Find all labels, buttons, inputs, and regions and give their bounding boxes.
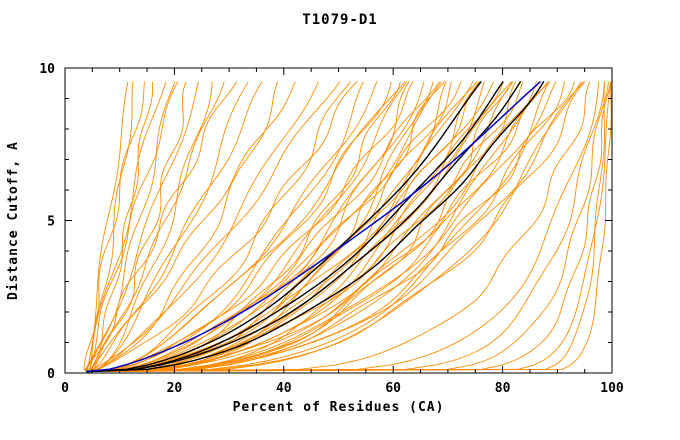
x-tick-label: 80 <box>495 381 511 396</box>
curve <box>86 81 557 372</box>
curve <box>86 81 600 372</box>
curve <box>86 81 442 372</box>
curve <box>86 81 551 372</box>
curve <box>86 81 612 372</box>
y-axis-ticks <box>65 67 612 374</box>
curve <box>86 81 474 372</box>
curve <box>86 81 537 372</box>
curve <box>86 81 524 372</box>
curve <box>86 81 586 372</box>
curve <box>86 81 550 372</box>
curve <box>86 81 565 372</box>
curve <box>86 81 378 372</box>
x-tick-label: 60 <box>385 381 401 396</box>
curve <box>86 81 504 372</box>
curve <box>86 81 425 372</box>
y-tick-labels: 0 5 10 <box>39 62 55 382</box>
highlight-curve-blue <box>86 81 541 373</box>
y-tick-label: 10 <box>39 62 55 77</box>
model-curves-orange <box>83 81 612 372</box>
y-axis-label: Distance Cutoff, A <box>6 141 21 300</box>
x-tick-labels: 0 20 40 60 80 100 <box>61 381 624 396</box>
curve <box>86 81 358 372</box>
curve <box>86 81 406 372</box>
curve <box>86 81 187 372</box>
curve <box>86 81 521 373</box>
curve <box>86 81 612 372</box>
curve <box>86 81 612 372</box>
x-tick-label: 20 <box>167 381 183 396</box>
curve <box>86 81 606 372</box>
curve <box>84 81 237 372</box>
y-tick-label: 5 <box>47 215 55 230</box>
curve <box>86 81 351 372</box>
curve <box>86 81 154 372</box>
x-axis-ticks <box>64 68 613 373</box>
curve <box>86 81 445 372</box>
x-tick-label: 40 <box>276 381 292 396</box>
curve <box>86 81 225 372</box>
curve <box>86 81 584 372</box>
curve <box>86 81 319 372</box>
curve <box>86 81 440 372</box>
curve <box>86 81 504 373</box>
curve <box>86 81 512 372</box>
x-tick-label: 0 <box>61 381 69 396</box>
y-tick-label: 0 <box>47 367 55 382</box>
curve <box>86 81 609 372</box>
curve <box>86 81 447 372</box>
curve <box>86 81 545 373</box>
x-axis-label: Percent of Residues (CA) <box>232 400 445 415</box>
curve <box>86 81 401 372</box>
x-tick-label: 100 <box>600 381 624 396</box>
curve <box>86 81 341 372</box>
curve <box>86 81 414 372</box>
curve <box>85 81 199 372</box>
curve <box>86 81 213 372</box>
curve <box>86 81 482 373</box>
curve <box>86 81 541 373</box>
curve <box>86 81 494 372</box>
curve <box>86 81 249 372</box>
curve <box>86 81 605 372</box>
curve <box>86 81 549 372</box>
curve <box>86 81 513 372</box>
reference-curves-black <box>86 81 545 373</box>
curve <box>86 81 545 372</box>
chart-title: T1079-D1 <box>302 12 378 28</box>
curve <box>86 81 296 372</box>
curve <box>86 81 167 372</box>
curve <box>86 81 392 372</box>
curve <box>86 81 575 372</box>
curve <box>86 81 485 372</box>
curve <box>86 81 178 372</box>
curve <box>86 81 591 372</box>
